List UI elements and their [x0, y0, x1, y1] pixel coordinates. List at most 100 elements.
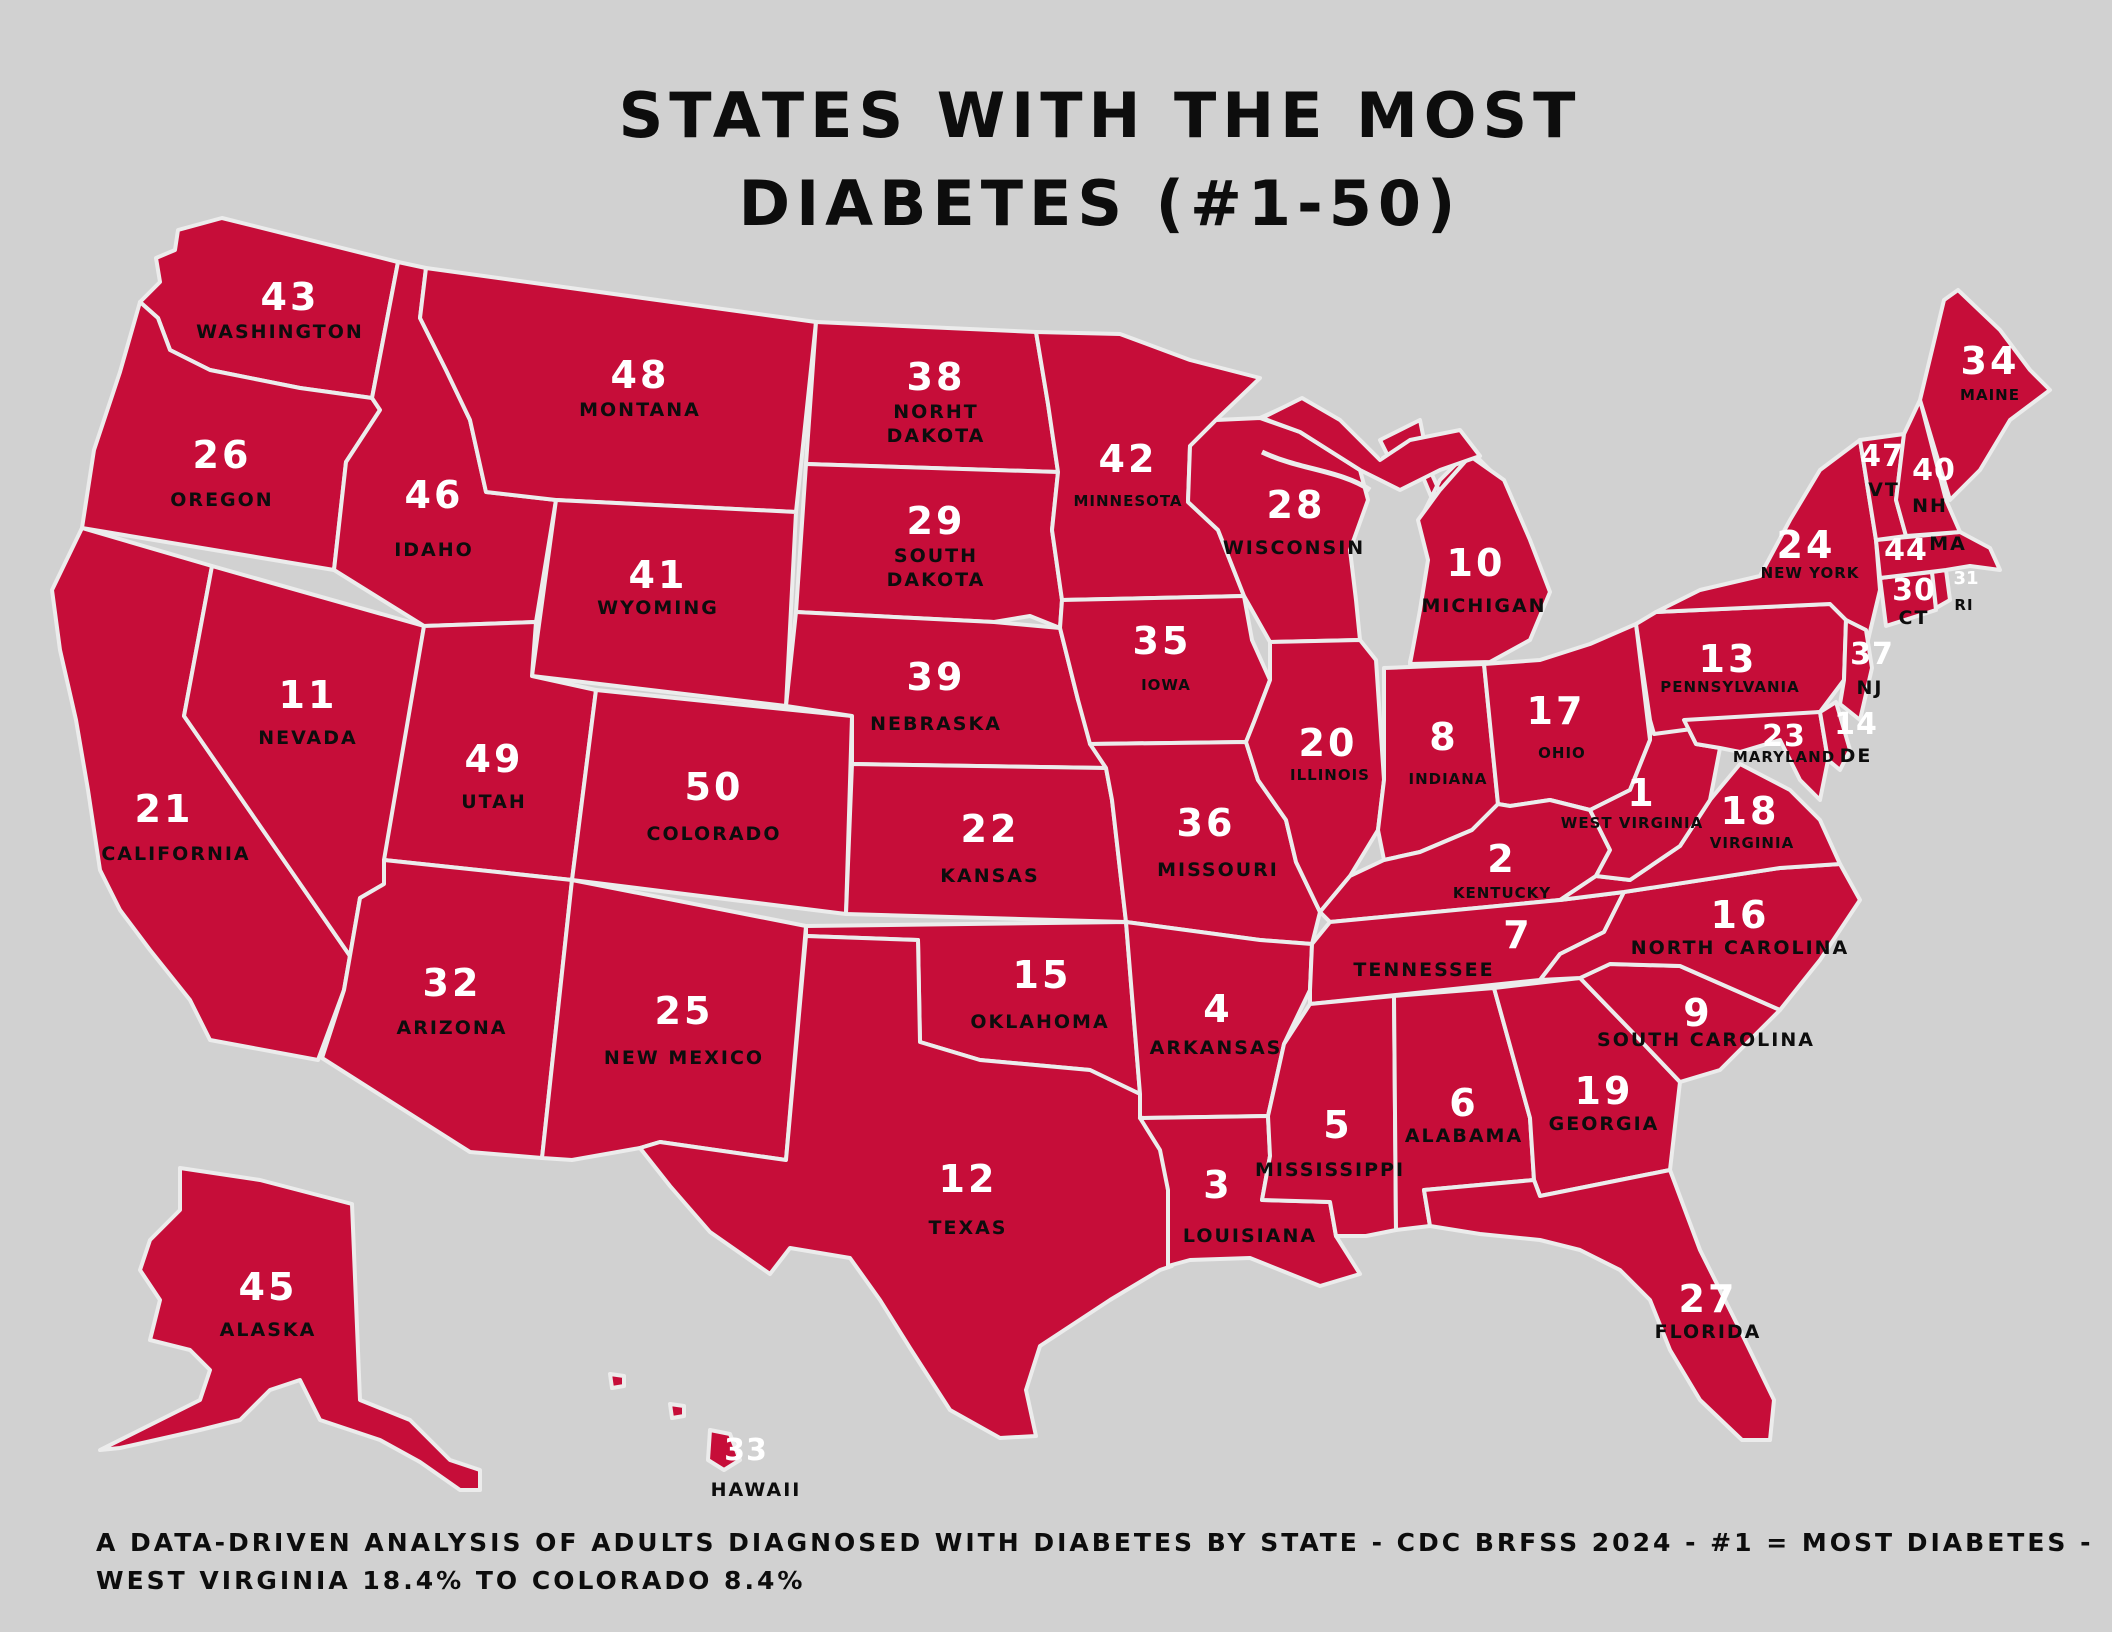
rank-nm: 25	[655, 989, 714, 1033]
state-shape-hi[interactable]	[706, 1428, 742, 1472]
name-vt: VT	[1868, 479, 1900, 501]
rank-nv: 11	[279, 673, 338, 717]
rank-sc: 9	[1683, 991, 1712, 1035]
name-ne: NEBRASKA	[870, 713, 1002, 735]
name-tn: TENNESSEE	[1353, 959, 1494, 981]
state-shape-de[interactable]	[1818, 700, 1852, 772]
rank-tx: 12	[939, 1157, 998, 1201]
rank-hi: 33	[724, 1433, 768, 1468]
map-footnote: A DATA-DRIVEN ANALYSIS OF ADULTS DIAGNOS…	[96, 1524, 2091, 1600]
name-oh: OHIO	[1538, 744, 1586, 762]
lake-michigan-shore	[1260, 449, 1372, 493]
rank-id: 46	[405, 473, 464, 517]
name-ia: IOWA	[1141, 676, 1191, 694]
name-sd-2: DAKOTA	[887, 569, 986, 591]
name-ky: KENTUCKY	[1453, 884, 1551, 902]
state-shape-il[interactable]	[1244, 638, 1386, 914]
name-ny: NEW YORK	[1761, 564, 1860, 582]
rank-va: 18	[1721, 789, 1780, 833]
name-mo: MISSOURI	[1157, 859, 1279, 881]
state-shape-hi-small[interactable]	[668, 1402, 686, 1420]
rank-ma: 44	[1884, 533, 1928, 568]
name-fl: FLORIDA	[1655, 1321, 1762, 1343]
state-shape-fl[interactable]	[1422, 1168, 1776, 1442]
name-me: MAINE	[1960, 386, 2020, 404]
rank-tn: 7	[1503, 913, 1532, 957]
rank-ga: 19	[1575, 1069, 1634, 1113]
name-wv: WEST VIRGINIA	[1561, 814, 1703, 832]
title-line-2: DIABETES (#1-50)	[738, 167, 1462, 240]
name-ar: ARKANSAS	[1150, 1037, 1283, 1059]
state-shape-ma[interactable]	[1874, 530, 2002, 580]
rank-ks: 22	[961, 807, 1020, 851]
rank-me: 34	[1961, 339, 2020, 383]
rank-nj: 37	[1850, 637, 1894, 672]
state-shape-mt[interactable]	[418, 266, 818, 514]
map-title: STATES WITH THE MOST DIABETES (#1-50)	[0, 72, 2112, 248]
state-shape-me[interactable]	[1918, 288, 2052, 502]
name-pa: PENNSYLVANIA	[1660, 678, 1799, 696]
rank-wy: 41	[629, 553, 688, 597]
rank-sd: 29	[907, 499, 966, 543]
rank-pa: 13	[1699, 637, 1758, 681]
footnote-line-2: WEST VIRGINIA 18.4% TO COLORADO 8.4%	[96, 1566, 806, 1595]
name-tx: TEXAS	[929, 1217, 1008, 1239]
rank-ak: 45	[239, 1265, 298, 1309]
name-ak: ALASKA	[220, 1319, 317, 1341]
state-shape-mi-lower[interactable]	[1408, 454, 1552, 666]
rank-wv: 1	[1627, 771, 1656, 815]
state-shape-hi-tiny[interactable]	[608, 1372, 626, 1390]
rank-ct: 30	[1892, 573, 1936, 608]
rank-mt: 48	[611, 353, 670, 397]
name-mt: MONTANA	[579, 399, 701, 421]
rank-vt: 47	[1860, 439, 1904, 474]
name-wa: WASHINGTON	[196, 321, 364, 343]
rank-ky: 2	[1487, 837, 1516, 881]
name-wi: WISCONSIN	[1223, 537, 1365, 559]
name-md: MARYLAND	[1733, 748, 1835, 766]
state-shape-nj[interactable]	[1838, 618, 1874, 722]
name-ks: KANSAS	[940, 865, 1039, 887]
rank-mo: 36	[1177, 801, 1236, 845]
rank-in: 8	[1429, 715, 1458, 759]
rank-fl: 27	[1679, 1277, 1738, 1321]
rank-ri: 31	[1953, 568, 1978, 589]
name-sc: SOUTH CAROLINA	[1597, 1029, 1815, 1051]
rank-ar: 4	[1203, 987, 1232, 1031]
rank-la: 3	[1203, 1163, 1232, 1207]
name-nv: NEVADA	[258, 727, 357, 749]
state-shape-ak[interactable]	[98, 1166, 482, 1492]
name-sd-1: SOUTH	[894, 545, 978, 567]
state-shape-az[interactable]	[320, 858, 574, 1160]
name-ct: CT	[1899, 607, 1930, 629]
name-ri: RI	[1954, 596, 1973, 614]
rank-ny: 24	[1777, 523, 1836, 567]
name-nd-2: DAKOTA	[887, 425, 986, 447]
rank-al: 6	[1449, 1081, 1478, 1125]
rank-wi: 28	[1267, 483, 1326, 527]
state-shape-tx[interactable]	[638, 934, 1174, 1440]
rank-mn: 42	[1099, 437, 1158, 481]
state-shape-mi-upper[interactable]	[1260, 396, 1482, 492]
name-nj: NJ	[1857, 677, 1884, 699]
rank-wa: 43	[261, 275, 320, 319]
state-labels: 43 WASHINGTON 26 OREGON 21 CALIFORNIA 11…	[101, 275, 2020, 1501]
state-shapes	[50, 216, 2052, 1492]
name-va: VIRGINIA	[1710, 834, 1794, 852]
rank-ne: 39	[907, 655, 966, 699]
name-az: ARIZONA	[397, 1017, 508, 1039]
name-in: INDIANA	[1409, 770, 1488, 788]
rank-ms: 5	[1323, 1103, 1352, 1147]
rank-de: 14	[1834, 707, 1878, 742]
name-or: OREGON	[170, 489, 273, 511]
rank-nd: 38	[907, 355, 966, 399]
name-ga: GEORGIA	[1549, 1113, 1660, 1135]
rank-ut: 49	[465, 737, 524, 781]
name-nh: NH	[1912, 495, 1948, 517]
name-de: DE	[1840, 745, 1873, 767]
name-wy: WYOMING	[597, 597, 719, 619]
name-id: IDAHO	[394, 539, 474, 561]
rank-az: 32	[423, 961, 482, 1005]
name-co: COLORADO	[647, 823, 782, 845]
